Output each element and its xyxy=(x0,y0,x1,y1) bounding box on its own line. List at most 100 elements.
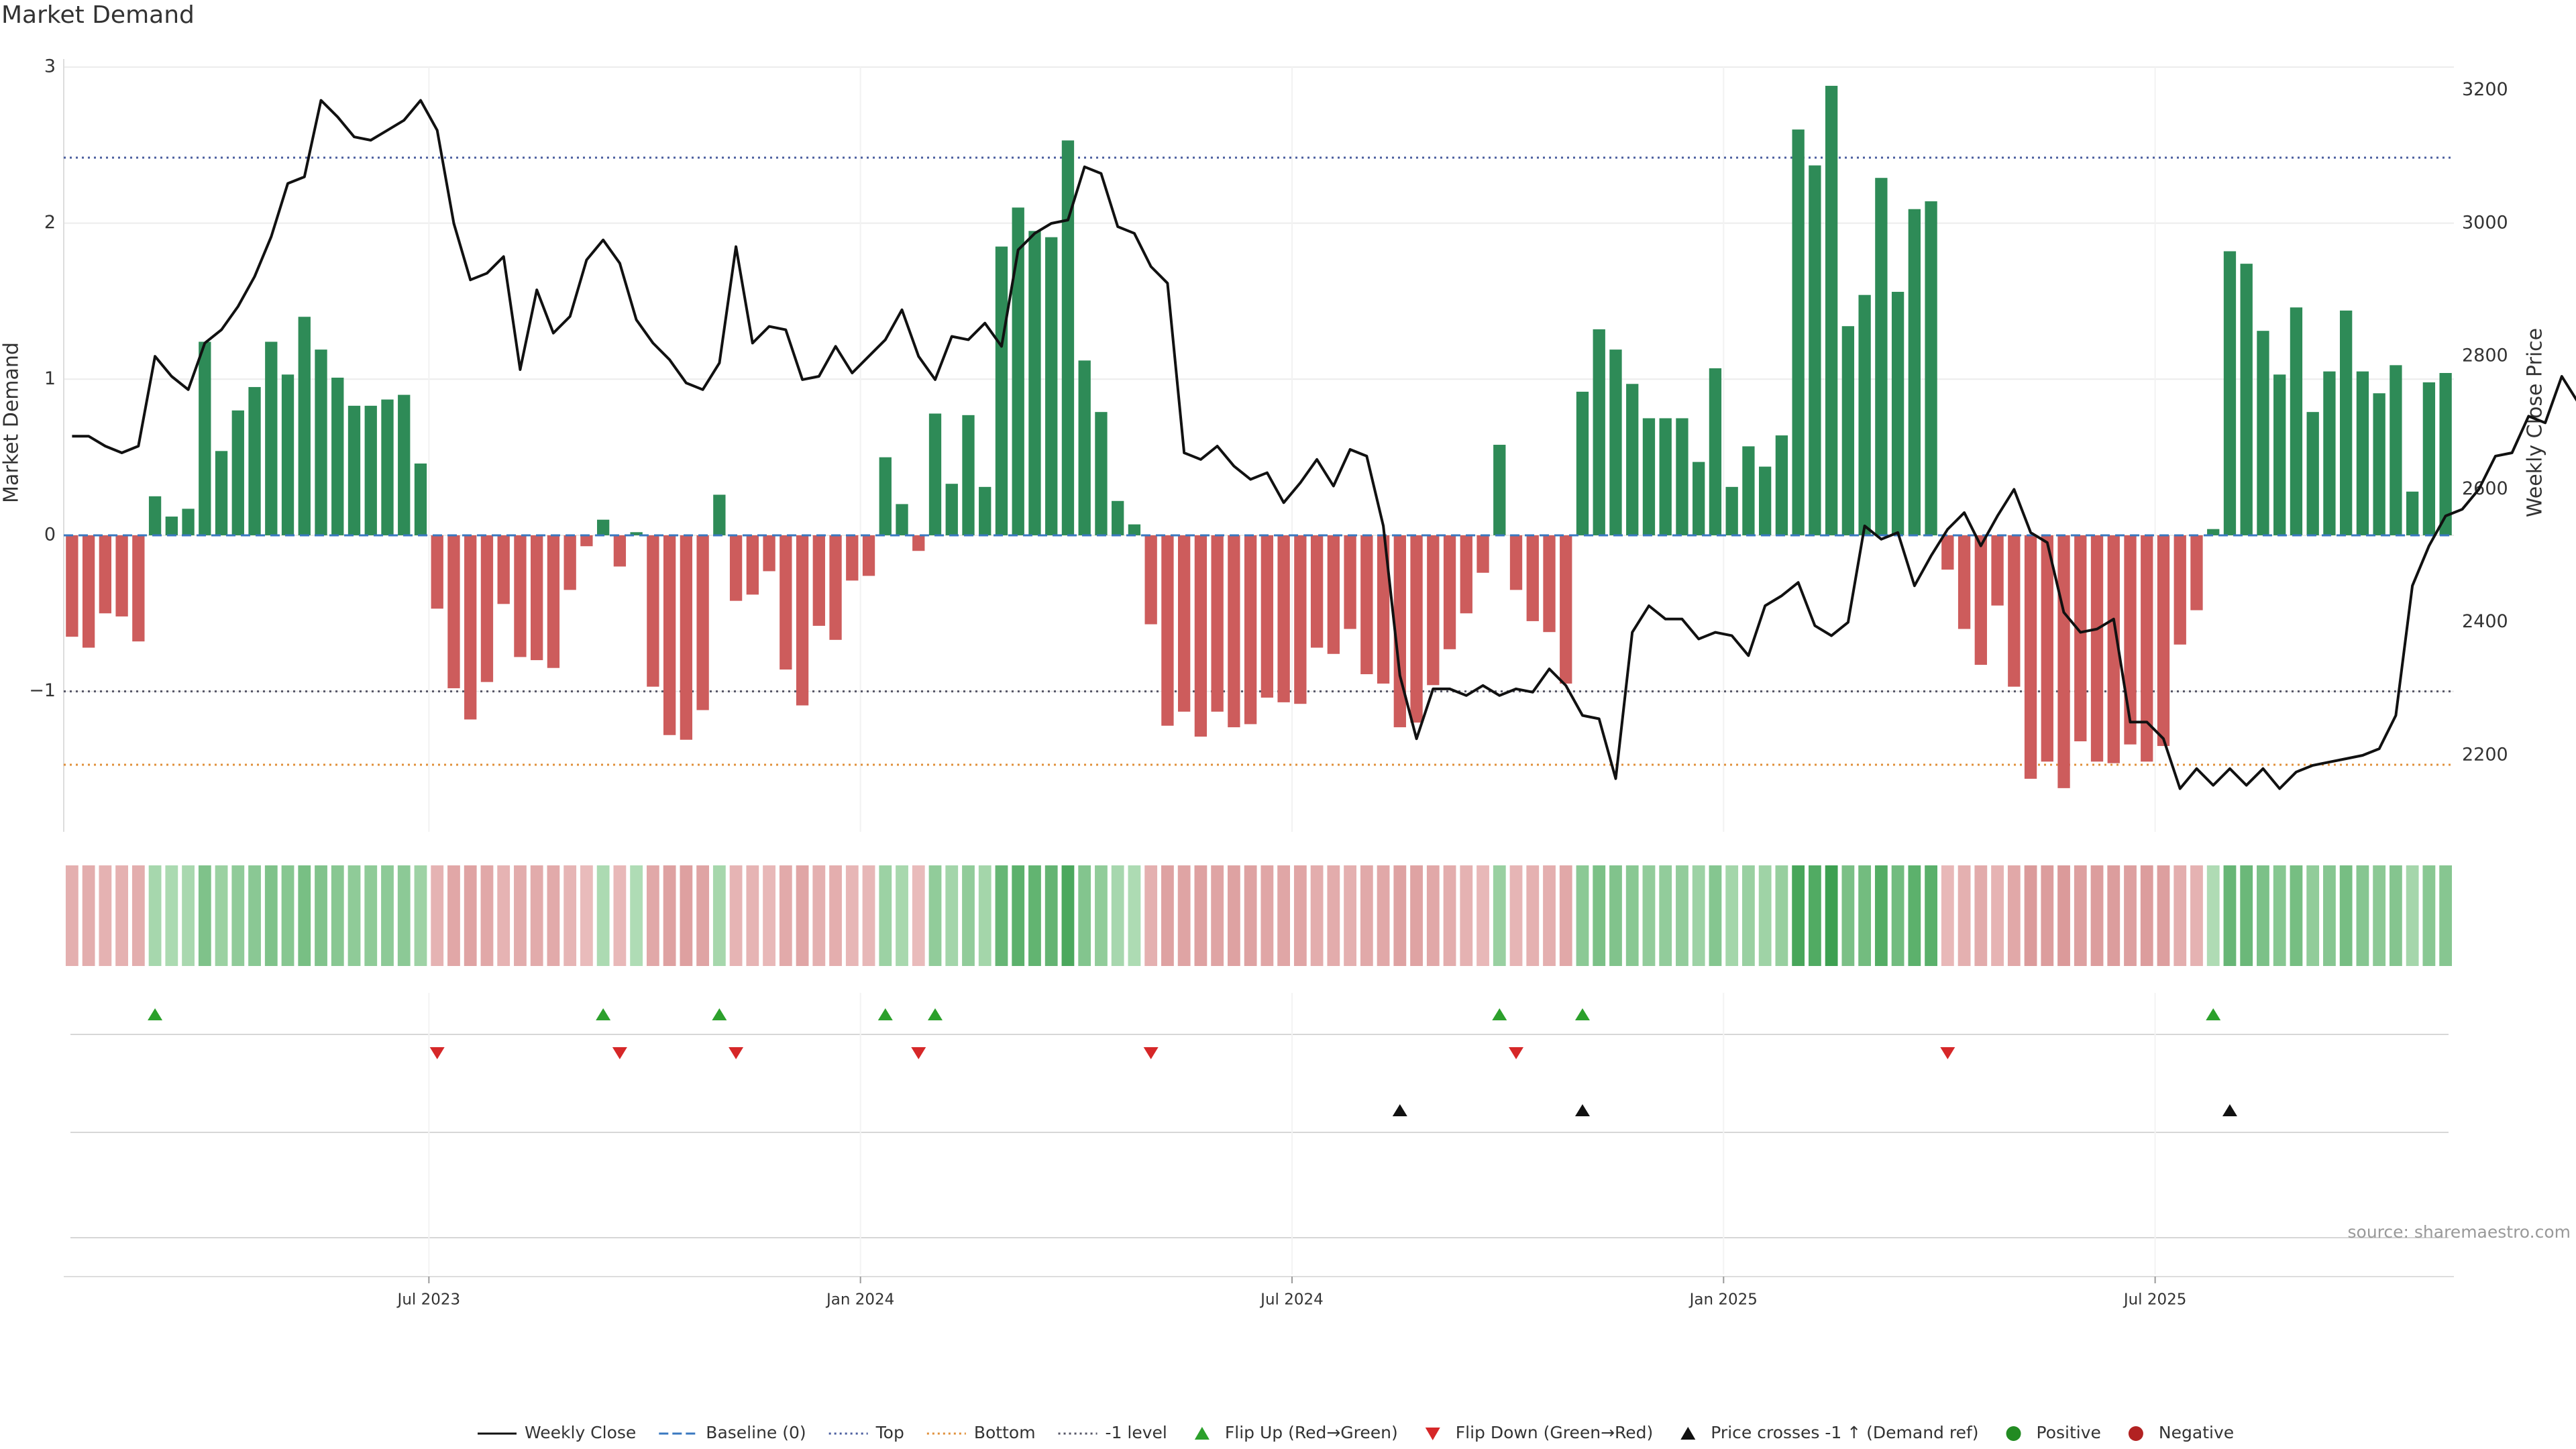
demand-bar xyxy=(2390,365,2402,535)
demand-bar xyxy=(1128,524,1141,535)
weekly-close-line xyxy=(72,99,2576,790)
demand-bar xyxy=(531,535,543,661)
heat-cell xyxy=(1925,865,1937,966)
demand-bar xyxy=(1908,209,1921,535)
heat-cell xyxy=(2373,865,2386,966)
demand-bar xyxy=(1393,535,1406,728)
heat-cell xyxy=(497,865,511,966)
heat-cell xyxy=(1775,865,1788,966)
demand-bar xyxy=(1028,231,1041,535)
demand-bar xyxy=(995,246,1008,535)
legend-label: Positive xyxy=(2037,1423,2101,1442)
heat-cell xyxy=(1908,865,1921,966)
heat-cell xyxy=(1443,865,1456,966)
demand-bar xyxy=(596,519,610,535)
demand-bar xyxy=(431,535,443,609)
demand-bar xyxy=(2107,535,2120,763)
demand-bar xyxy=(1410,535,1423,723)
demand-bar xyxy=(2190,535,2203,610)
demand-bar xyxy=(1144,535,1157,625)
heat-cell xyxy=(1543,865,1556,966)
legend-label: Price crosses -1 ↑ (Demand ref) xyxy=(1711,1423,1978,1442)
demand-bar xyxy=(165,517,178,535)
heat-cell xyxy=(1377,865,1390,966)
demand-bar xyxy=(962,415,975,535)
demand-bar xyxy=(1194,535,1208,737)
heat-cell xyxy=(712,865,726,966)
demand-bar xyxy=(1792,129,1805,535)
heat-cell xyxy=(397,865,411,966)
heat-cell xyxy=(2422,865,2436,966)
heat-cell xyxy=(1957,865,1971,966)
legend-label: Baseline (0) xyxy=(706,1423,806,1442)
heat-cell xyxy=(182,865,195,966)
y2-tick-label: 3200 xyxy=(2462,79,2508,100)
heat-cell xyxy=(248,865,261,966)
heat-cell xyxy=(1659,865,1672,966)
heat-cell xyxy=(1477,865,1489,966)
heat-cell xyxy=(1161,865,1174,966)
y-axis-label: Market Demand xyxy=(0,342,23,503)
heat-cell xyxy=(115,865,129,966)
demand-bar xyxy=(2207,529,2220,535)
demand-bar xyxy=(1957,535,1971,629)
demand-bar xyxy=(1327,535,1340,654)
heat-cell xyxy=(1360,865,1373,966)
demand-bar xyxy=(2141,535,2153,762)
demand-bar xyxy=(1012,207,1024,535)
heat-cell xyxy=(796,865,809,966)
heat-cell xyxy=(1012,865,1025,966)
demand-bar xyxy=(248,386,261,535)
demand-bar xyxy=(1244,535,1257,724)
flip-up-marker xyxy=(877,1008,893,1020)
heat-cell xyxy=(1128,865,1141,966)
heat-cell xyxy=(945,865,959,966)
demand-bar xyxy=(1460,535,1472,614)
heat-cell xyxy=(1244,865,1257,966)
heat-cell xyxy=(845,865,859,966)
demand-bar xyxy=(1693,462,1705,535)
heat-cell xyxy=(746,865,759,966)
x-tick-label: Jan 2025 xyxy=(1688,1291,1758,1309)
demand-bar xyxy=(829,535,842,640)
heat-cell xyxy=(381,865,394,966)
demand-bar xyxy=(1493,445,1506,535)
heat-cell xyxy=(1991,865,2004,966)
heat-cell xyxy=(1825,865,1838,966)
demand-bar xyxy=(879,457,892,535)
heat-cell xyxy=(2257,865,2269,966)
demand-bar xyxy=(2240,264,2253,535)
demand-bar xyxy=(1061,140,1075,535)
flip-down-marker xyxy=(429,1047,445,1059)
heat-cell xyxy=(1493,865,1506,966)
heat-cell xyxy=(148,865,162,966)
heat-cell xyxy=(315,865,327,966)
heat-cell xyxy=(1725,865,1739,966)
demand-bar xyxy=(1045,237,1058,535)
legend-label: Top xyxy=(875,1423,904,1442)
y2-tick-label: 2600 xyxy=(2462,478,2508,499)
heat-cell xyxy=(198,865,211,966)
heat-cell xyxy=(1858,865,1872,966)
demand-bar xyxy=(2356,371,2369,535)
heat-cell xyxy=(1609,865,1622,966)
heat-cell xyxy=(447,865,460,966)
demand-bar xyxy=(381,399,394,535)
demand-bar xyxy=(1742,446,1755,535)
demand-bar xyxy=(2074,535,2087,742)
demand-bar xyxy=(1775,435,1788,535)
heat-cell xyxy=(1044,865,1058,966)
legend-label: Bottom xyxy=(974,1423,1036,1442)
flip-down-marker xyxy=(612,1047,627,1059)
demand-bar xyxy=(1925,201,1937,535)
heat-cell xyxy=(1095,865,1108,966)
heat-cell xyxy=(347,865,361,966)
heat-cell xyxy=(2439,865,2453,966)
demand-bar xyxy=(1560,535,1572,684)
demand-bar xyxy=(1676,418,1688,535)
demand-bar xyxy=(1477,535,1489,573)
heat-cell xyxy=(1194,865,1208,966)
heat-cell xyxy=(729,865,743,966)
heat-cell xyxy=(298,865,311,966)
page-title: Market Demand xyxy=(1,1,195,29)
